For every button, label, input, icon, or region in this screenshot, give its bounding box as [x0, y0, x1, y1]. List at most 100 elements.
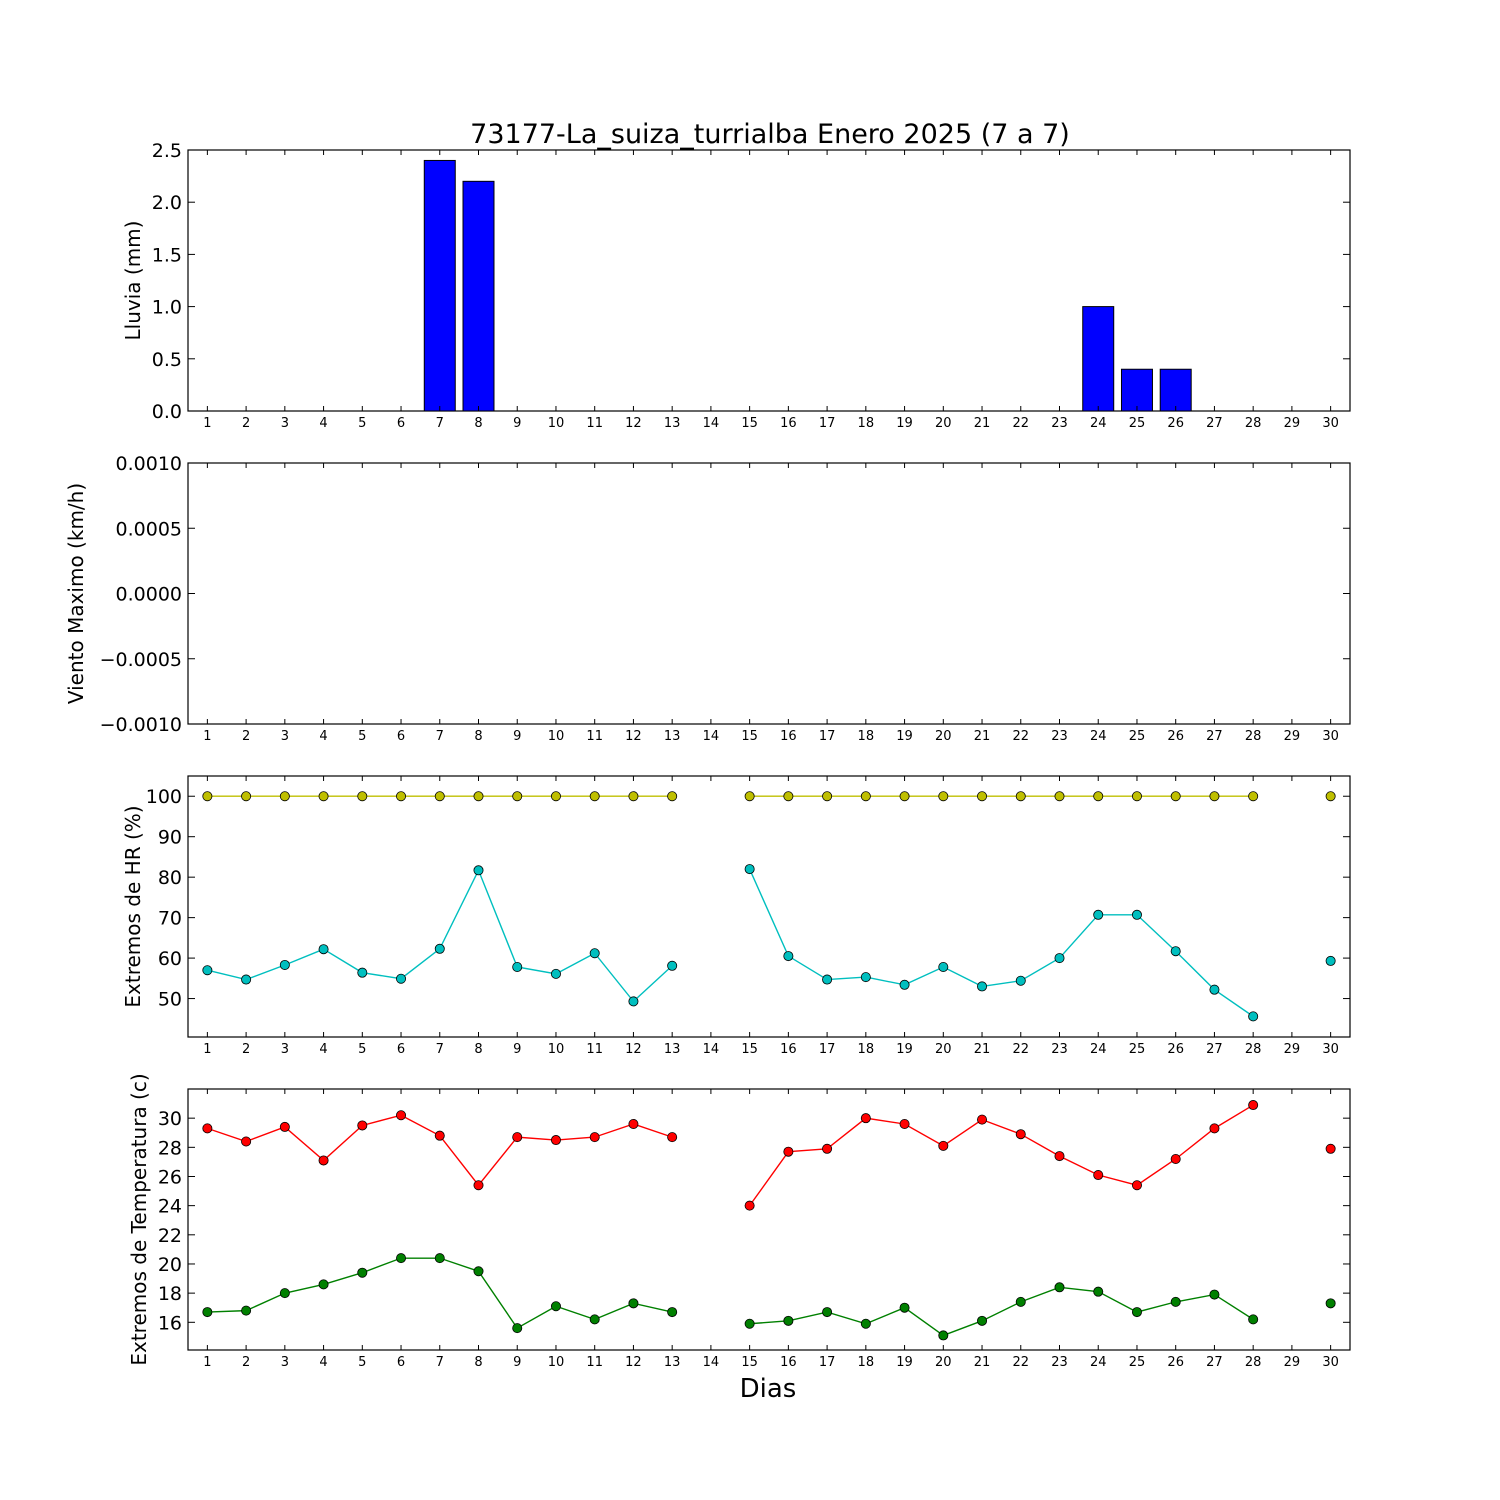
- y-tick-label: 90: [158, 827, 182, 849]
- y-tick-label: 50: [158, 989, 182, 1011]
- panel-rain: 1 2 3 4 5 6 7 8 9 10 11 12 13 14 15 16 17 18 19 20 21 22 23 24 2…: [121, 140, 1351, 431]
- series-point-2: [357, 967, 368, 978]
- x-tick-label: 26: [1167, 729, 1184, 744]
- x-tick-label: 29: [1284, 729, 1301, 744]
- series-point-2: [899, 979, 910, 990]
- series-point-2: [589, 1314, 600, 1325]
- x-tick-label: 9: [513, 1042, 521, 1057]
- series-line-2: [748, 868, 1254, 1017]
- y-tick-label: 60: [158, 948, 182, 970]
- panel-wind: 1 2 3 4 5 6 7 8 9 10 11 12 13 14 15 16 17 18 19 20 21 22 23 24 2…: [64, 453, 1351, 744]
- x-tick-label: 5: [358, 729, 366, 744]
- x-tick-label: 27: [1206, 1042, 1223, 1057]
- series-point-1: [628, 791, 639, 802]
- series-point-1: [1248, 1100, 1259, 1111]
- y-tick-label: 2.0: [152, 192, 182, 214]
- x-tick-label: 26: [1167, 1042, 1184, 1057]
- x-tick-label: 5: [358, 416, 366, 431]
- x-tick-label: 3: [281, 416, 289, 431]
- series-point-2: [744, 1318, 755, 1329]
- x-tick-label: 20: [935, 729, 952, 744]
- y-tick-label: 100: [146, 786, 182, 808]
- series-point-1: [473, 791, 484, 802]
- x-tick-label: 13: [664, 729, 681, 744]
- x-tick-label: 30: [1322, 729, 1339, 744]
- x-tick-label: 19: [896, 729, 913, 744]
- series-point-2: [628, 996, 639, 1007]
- x-tick-label: 16: [780, 1042, 797, 1057]
- series-point-1: [434, 1130, 445, 1141]
- series-point-1: [1325, 791, 1336, 802]
- x-tick-label: 2: [242, 416, 250, 431]
- y-tick-label: 0.0010: [116, 453, 182, 475]
- x-tick-label: 3: [281, 729, 289, 744]
- x-tick-label: 13: [664, 1355, 681, 1370]
- x-tick-label: 30: [1322, 416, 1339, 431]
- series-point-2: [202, 965, 213, 976]
- x-tick-label: 10: [548, 1355, 565, 1370]
- series-point-2: [550, 1301, 561, 1312]
- x-tick-label: 6: [397, 416, 405, 431]
- panel-humidity: 1 2 3 4 5 6 7 8 9 10 11 12 13 14 15 16 17 18 19 20 21 22 23 24 2…: [121, 775, 1351, 1057]
- series-point-1: [744, 1200, 755, 1211]
- series-point-2: [628, 1298, 639, 1309]
- series-point-1: [860, 791, 871, 802]
- x-tick-label: 27: [1206, 416, 1223, 431]
- series-point-1: [1015, 1129, 1026, 1140]
- x-axis-label: Dias: [740, 1374, 797, 1404]
- series-point-1: [628, 1118, 639, 1129]
- y-tick-label: 26: [158, 1166, 182, 1188]
- series-point-2: [1170, 1296, 1181, 1307]
- x-tick-label: 10: [548, 416, 565, 431]
- series-point-1: [318, 791, 329, 802]
- bar: [462, 180, 495, 412]
- series-point-1: [279, 1121, 290, 1132]
- x-tick-label: 4: [319, 416, 327, 431]
- series-point-2: [860, 1318, 871, 1329]
- x-tick-label: 23: [1051, 729, 1068, 744]
- x-tick-label: 8: [474, 729, 482, 744]
- series-point-2: [512, 961, 523, 972]
- x-tick-label: 25: [1129, 1355, 1146, 1370]
- y-axis-label: Viento Maximo (km/h): [64, 483, 88, 704]
- x-tick-label: 30: [1322, 1355, 1339, 1370]
- y-tick-label: 24: [158, 1196, 182, 1218]
- x-tick-label: 19: [896, 1042, 913, 1057]
- bar: [1159, 368, 1192, 412]
- x-tick-label: 12: [625, 1042, 642, 1057]
- x-tick-label: 14: [703, 1042, 720, 1057]
- series-point-1: [899, 791, 910, 802]
- x-tick-label: 24: [1090, 1355, 1107, 1370]
- series-point-1: [1093, 1170, 1104, 1181]
- series-point-2: [473, 1266, 484, 1277]
- series-line-1: [749, 1104, 1254, 1207]
- x-tick-label: 10: [548, 729, 565, 744]
- bar: [423, 159, 456, 412]
- series-point-1: [822, 1143, 833, 1154]
- series-point-1: [473, 1180, 484, 1191]
- chart-title: 73177-La_suiza_turrialba Enero 2025 (7 a…: [470, 119, 1070, 150]
- x-tick-label: 2: [242, 1355, 250, 1370]
- x-tick-label: 2: [242, 1042, 250, 1057]
- x-tick-label: 19: [896, 1355, 913, 1370]
- series-point-2: [822, 1307, 833, 1318]
- series-point-1: [977, 791, 988, 802]
- x-tick-label: 14: [703, 416, 720, 431]
- series-point-2: [938, 1330, 949, 1341]
- series-point-2: [550, 968, 561, 979]
- series-point-2: [744, 864, 755, 875]
- series-point-2: [512, 1323, 523, 1334]
- bar: [1082, 306, 1115, 412]
- series-point-2: [357, 1267, 368, 1278]
- x-tick-label: 11: [586, 1355, 603, 1370]
- series-point-2: [396, 973, 407, 984]
- series-point-1: [589, 791, 600, 802]
- series-point-2: [318, 1279, 329, 1290]
- x-tick-label: 13: [664, 416, 681, 431]
- series-point-1: [512, 791, 523, 802]
- y-axis-label: Extremos de Temperatura (c): [127, 1073, 151, 1365]
- x-tick-label: 16: [780, 416, 797, 431]
- x-tick-label: 28: [1245, 729, 1262, 744]
- x-tick-label: 24: [1090, 729, 1107, 744]
- x-tick-label: 9: [513, 1355, 521, 1370]
